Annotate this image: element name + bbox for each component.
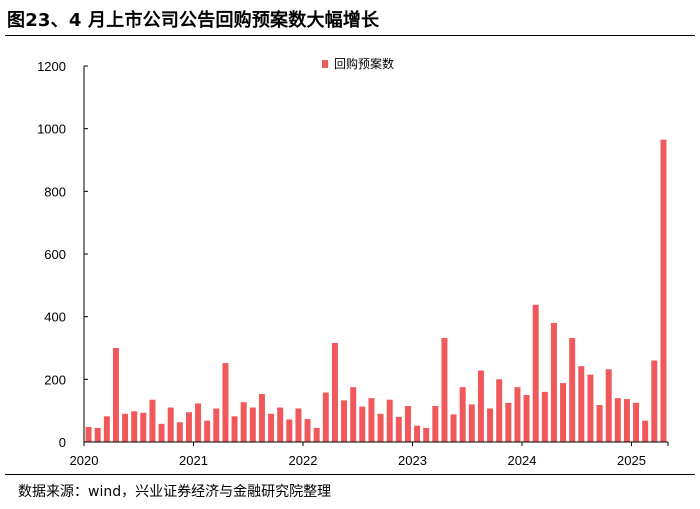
- bar: [286, 419, 293, 442]
- bar: [468, 404, 475, 442]
- bar: [149, 399, 156, 442]
- bar: [377, 413, 384, 442]
- footer-rule: [5, 474, 695, 475]
- x-tick-label: 2020: [70, 453, 99, 468]
- bar: [359, 406, 366, 442]
- bar: [131, 411, 138, 442]
- bar: [350, 387, 357, 442]
- bar: [85, 426, 92, 442]
- bar: [432, 405, 439, 442]
- bar: [578, 366, 585, 442]
- bar: [204, 420, 211, 442]
- bar: [268, 413, 275, 442]
- bar: [341, 400, 348, 442]
- bar: [532, 304, 539, 442]
- x-tick-label: 2022: [289, 453, 318, 468]
- bar: [94, 427, 101, 442]
- bar: [258, 394, 265, 442]
- bar: [605, 369, 612, 442]
- bar: [633, 402, 640, 442]
- bar: [614, 398, 621, 442]
- bar: [587, 374, 594, 442]
- y-tick-label: 400: [44, 310, 66, 325]
- x-tick-label: 2023: [398, 453, 427, 468]
- bar: [313, 427, 320, 442]
- bar: [322, 392, 329, 442]
- legend: 回购预案数: [322, 56, 394, 71]
- bar: [304, 419, 311, 442]
- legend-swatch: [322, 60, 328, 68]
- bar: [487, 408, 494, 442]
- bar: [395, 416, 402, 442]
- y-tick-label: 200: [44, 372, 66, 387]
- bar-chart: 回购预案数 0 200 400 600 800 1000 1200 2020 2021 2022 2…: [37, 56, 669, 468]
- bar: [158, 423, 165, 442]
- y-tick-label: 1200: [37, 59, 66, 74]
- bar: [505, 402, 512, 442]
- bar: [423, 427, 430, 442]
- bar: [550, 322, 557, 442]
- bar: [231, 416, 238, 442]
- bar: [560, 383, 567, 442]
- figure-title: 图23、4 月上市公司公告回购预案数大幅增长: [7, 10, 380, 31]
- bar: [213, 408, 220, 442]
- bar: [222, 363, 229, 442]
- bar: [331, 342, 338, 442]
- bar: [295, 408, 302, 442]
- bar: [623, 399, 630, 442]
- bar: [477, 370, 484, 442]
- y-tick-label: 1000: [37, 122, 66, 137]
- bar: [167, 407, 174, 442]
- bar: [368, 398, 375, 442]
- bar: [496, 379, 503, 442]
- bar: [240, 402, 247, 442]
- bar: [404, 405, 411, 442]
- bar: [414, 425, 421, 442]
- bar: [441, 337, 448, 442]
- bar: [176, 422, 183, 442]
- bar: [541, 391, 548, 442]
- bar: [459, 387, 466, 442]
- source-note: 数据来源：wind，兴业证券经济与金融研究院整理: [18, 484, 332, 500]
- x-tick-label: 2024: [508, 453, 537, 468]
- y-tick-label: 800: [44, 184, 66, 199]
- bar: [112, 348, 119, 442]
- title-rule: [5, 35, 695, 36]
- bar: [642, 420, 649, 442]
- y-tick-label: 0: [59, 435, 66, 450]
- bar: [249, 407, 256, 442]
- bars: [85, 139, 667, 442]
- bar: [523, 395, 530, 442]
- bar: [569, 337, 576, 442]
- bar: [185, 412, 192, 442]
- bar: [450, 414, 457, 442]
- bar: [386, 399, 393, 442]
- legend-label: 回购预案数: [334, 56, 394, 71]
- bar: [122, 413, 129, 442]
- axes: 0 200 400 600 800 1000 1200 2020 2021 2022 2023 202…: [37, 59, 669, 468]
- bar: [596, 405, 603, 442]
- y-tick-label: 600: [44, 247, 66, 262]
- bar: [277, 407, 284, 442]
- bar: [514, 387, 521, 442]
- x-tick-label: 2025: [617, 453, 646, 468]
- x-tick-label: 2021: [179, 453, 208, 468]
- bar: [660, 139, 667, 442]
- bar: [140, 412, 147, 442]
- bar: [651, 360, 658, 442]
- bar: [195, 403, 202, 442]
- bar: [103, 416, 110, 442]
